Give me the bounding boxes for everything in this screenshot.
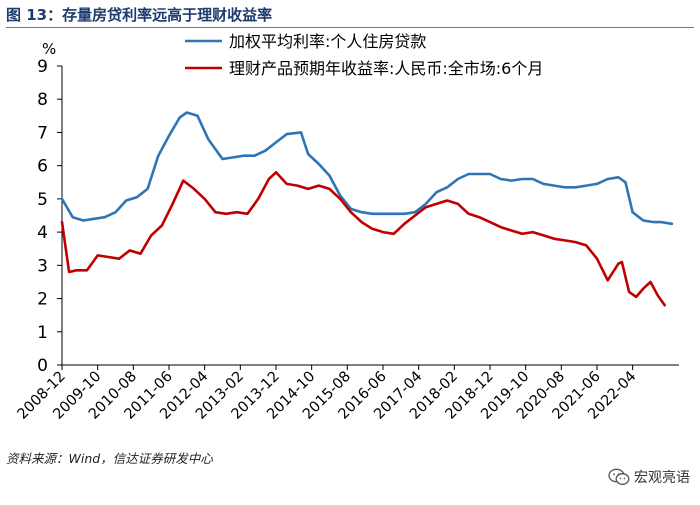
y-axis-label: % (42, 40, 56, 58)
wechat-icon (608, 468, 630, 485)
y-tick-label: 9 (37, 57, 48, 77)
watermark-text: 宏观亮语 (634, 470, 690, 486)
figure-title: 图 13：存量房贷利率远高于理财收益率 (6, 6, 273, 24)
source-note: 资料来源：Wind，信达证券研发中心 (6, 451, 213, 466)
line-chart: 0123456789%2008-122009-102010-082011-062… (15, 32, 679, 423)
series-line-1 (60, 111, 674, 226)
legend-label-2: 理财产品预期年收益率:人民币:全市场:6个月 (229, 59, 543, 78)
y-tick-label: 7 (37, 123, 48, 143)
y-tick-label: 3 (37, 256, 48, 276)
y-tick-label: 2 (37, 290, 48, 310)
y-tick-label: 8 (37, 90, 48, 110)
title-divider (6, 27, 694, 28)
plot-area: 0123456789%2008-122009-102010-082011-062… (15, 32, 679, 423)
y-tick-label: 0 (37, 356, 48, 376)
y-tick-label: 6 (37, 157, 48, 177)
y-tick-label: 4 (37, 223, 48, 243)
y-tick-label: 1 (37, 323, 48, 343)
y-tick-label: 5 (37, 190, 48, 210)
series-line-2 (60, 171, 667, 307)
legend-label-1: 加权平均利率:个人住房贷款 (229, 32, 426, 51)
watermark: 宏观亮语 (608, 467, 690, 487)
